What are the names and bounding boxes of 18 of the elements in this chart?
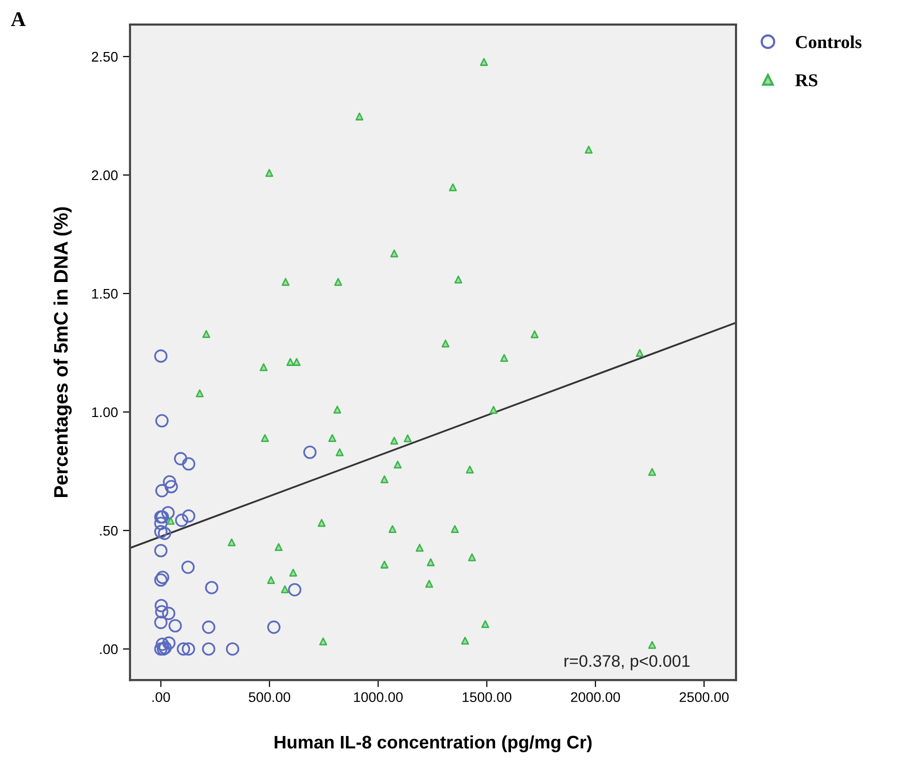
legend-label: Controls	[796, 35, 862, 48]
chart-title: A	[10, 12, 26, 26]
y-tick-label: 2.50	[92, 52, 118, 62]
x-tick-label: 1000.00	[354, 692, 403, 702]
y-tick-label: .00	[100, 644, 118, 654]
y-tick-label: .50	[100, 526, 118, 536]
x-tick-label: 2500.00	[680, 692, 729, 702]
x-tick-label: .00	[152, 692, 170, 702]
x-axis-title: Human IL-8 concentration (pg/mg Cr)	[274, 735, 592, 752]
x-tick-label: 1500.00	[462, 692, 512, 702]
legend-label: RS	[795, 74, 818, 86]
y-tick-label: 1.00	[92, 407, 118, 418]
annotation: r=0.378, p<0.001	[564, 655, 690, 670]
x-tick-label: 500.00	[248, 692, 290, 702]
y-axis-title: Percentages of 5mC in DNA (%)	[54, 207, 72, 498]
x-tick-label: 2000.00	[571, 692, 620, 702]
y-tick-label: 1.50	[92, 288, 118, 299]
y-tick-label: 2.00	[92, 170, 118, 180]
